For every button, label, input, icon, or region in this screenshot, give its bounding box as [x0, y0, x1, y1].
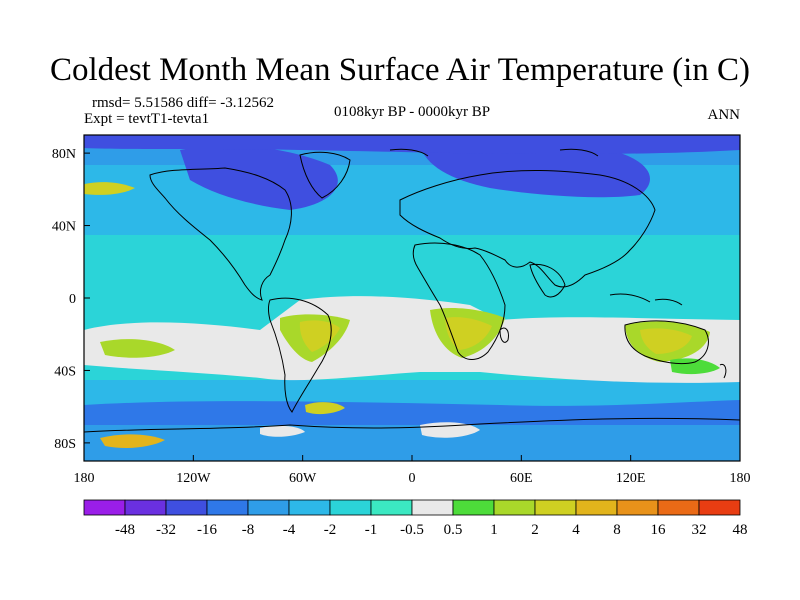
lon-tick-label: 60W — [289, 471, 317, 486]
lon-tick-label: 180 — [74, 471, 95, 486]
colorbar-swatch — [452, 499, 495, 516]
colorbar-label: -0.5 — [400, 522, 424, 538]
lon-tick-label: 120W — [176, 471, 211, 486]
colorbar-label: 8 — [613, 522, 621, 538]
colorbar-swatch — [534, 499, 577, 516]
colorbar-swatch — [370, 499, 413, 516]
colorbar-swatch — [206, 499, 249, 516]
lat-tick-label: 40S — [54, 364, 76, 379]
colorbar-label: -2 — [324, 522, 337, 538]
colorbar-swatch — [124, 499, 167, 516]
lat-tick-label: 80S — [54, 437, 76, 452]
colorbar-label: 48 — [733, 522, 748, 538]
colorbar-swatch — [247, 499, 290, 516]
colorbar-label: -4 — [283, 522, 296, 538]
colorbar-label: -8 — [242, 522, 255, 538]
colorbar-label: 32 — [692, 522, 707, 538]
colorbar-swatch — [329, 499, 372, 516]
colorbar-label: 4 — [572, 522, 580, 538]
lon-tick-label: 0 — [409, 471, 416, 486]
colorbar-swatch — [288, 499, 331, 516]
colorbar-swatch — [83, 499, 126, 516]
colorbar-swatch — [657, 499, 700, 516]
colorbar-swatch — [616, 499, 659, 516]
lat-tick-label: 80N — [52, 147, 76, 162]
colorbar-label: -16 — [197, 522, 217, 538]
colorbar-label: 2 — [531, 522, 539, 538]
colorbar-label: -32 — [156, 522, 176, 538]
lon-tick-label: 180 — [730, 471, 751, 486]
colorbar: -48 -32 -16 -8 -4 -2 -1 -0.5 0.5 1 2 4 8 16 32 48 — [83, 499, 748, 538]
colorbar-label: 16 — [651, 522, 667, 538]
colorbar-swatch — [165, 499, 208, 516]
chart-title: Coldest Month Mean Surface Air Temperatu… — [50, 52, 750, 88]
latitude-axis: 80N 40N 0 40S 80S — [52, 147, 90, 452]
colorbar-label: -48 — [115, 522, 135, 538]
colorbar-swatch — [411, 499, 454, 516]
season-text: ANN — [707, 107, 741, 123]
longitude-axis: 180 120W 60W 0 60E 120E 180 — [74, 455, 751, 486]
colorbar-label: 1 — [490, 522, 498, 538]
lat-tick-label: 40N — [52, 220, 76, 235]
experiment-text: Expt = tevtT1-tevta1 — [84, 111, 210, 127]
colorbar-label: 0.5 — [444, 522, 463, 538]
period-text: 0108kyr BP - 0000kyr BP — [333, 104, 491, 120]
stats-text: rmsd= 5.51586 diff= -3.12562 — [92, 95, 275, 111]
lon-tick-label: 120E — [616, 471, 646, 486]
colorbar-swatch — [493, 499, 536, 516]
colorbar-label: -1 — [365, 522, 378, 538]
temperature-field — [84, 135, 740, 461]
lat-tick-label: 0 — [69, 292, 76, 307]
colorbar-swatch — [575, 499, 618, 516]
colorbar-swatch — [698, 499, 741, 516]
coastlines — [84, 148, 740, 433]
lon-tick-label: 60E — [510, 471, 533, 486]
